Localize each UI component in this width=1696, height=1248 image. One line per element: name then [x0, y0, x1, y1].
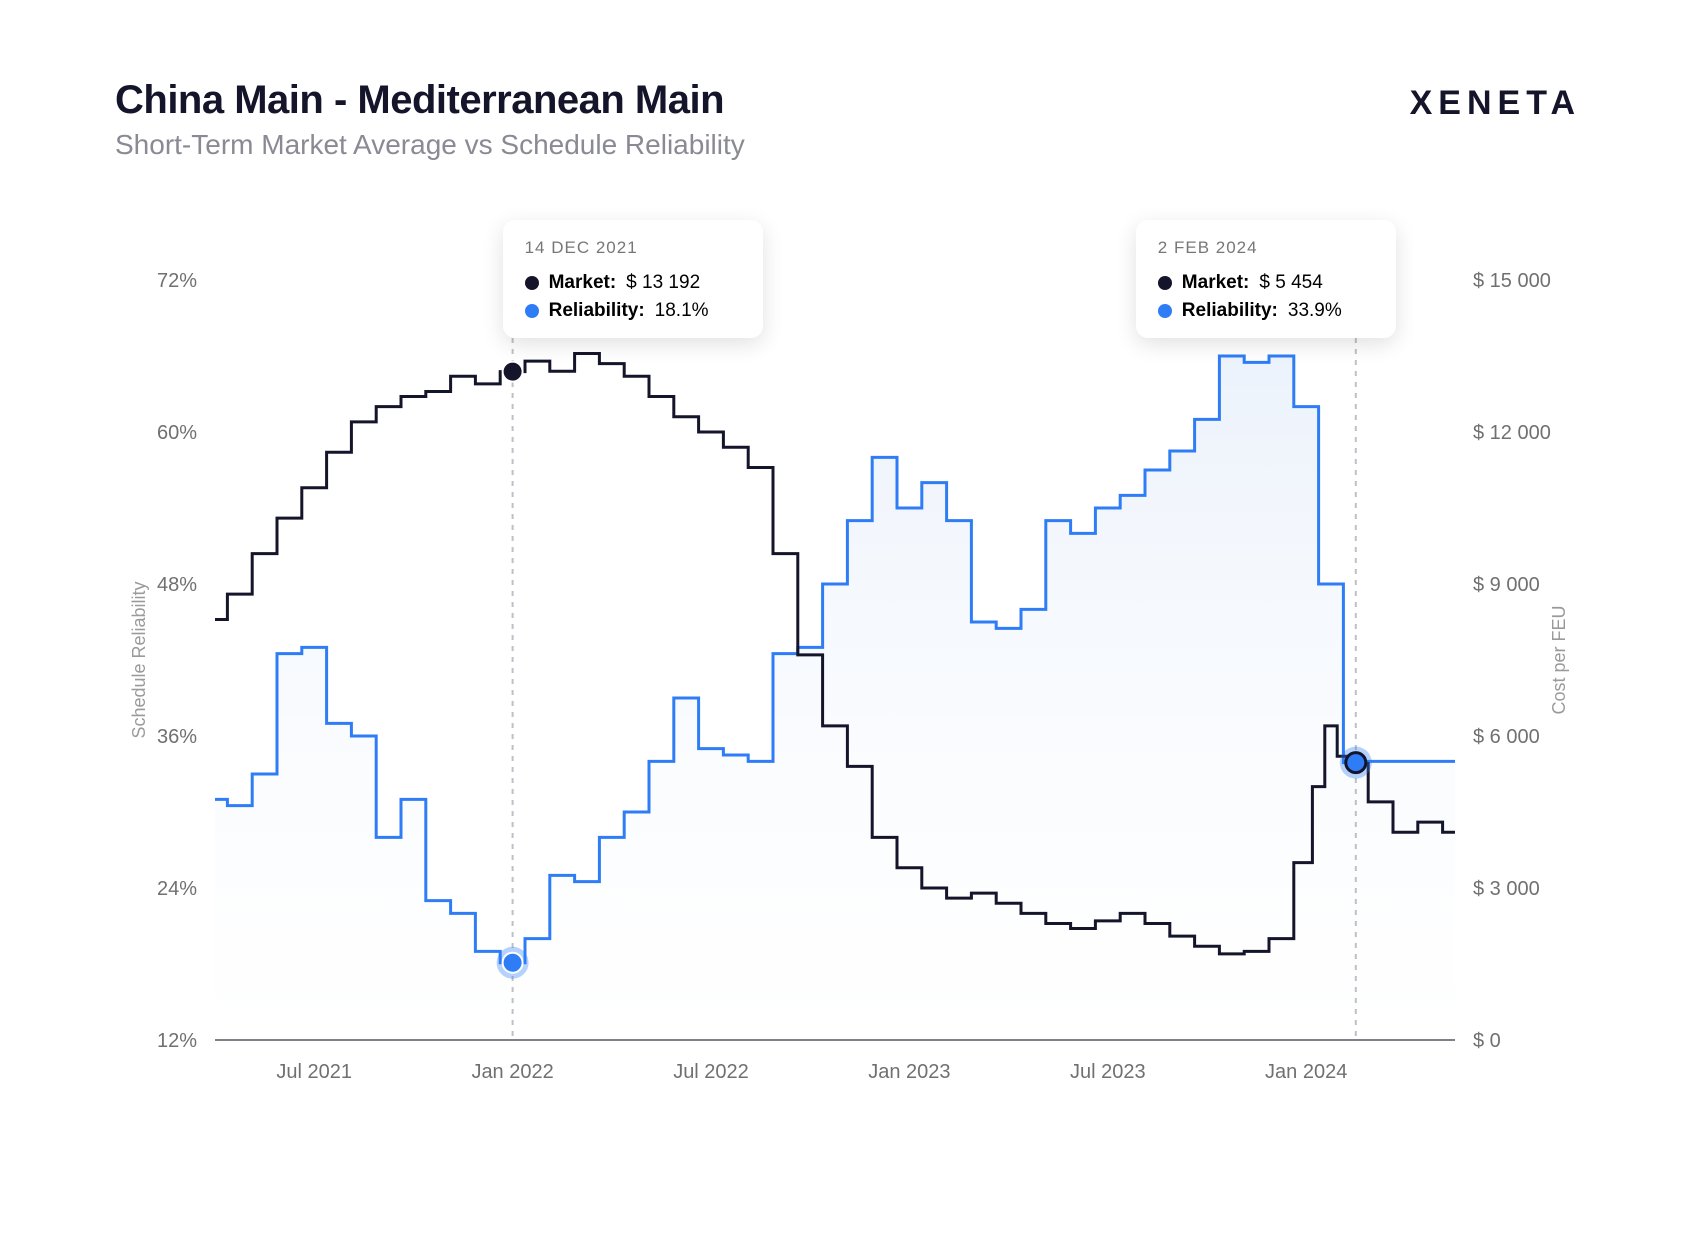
chart-subtitle: Short-Term Market Average vs Schedule Re… — [115, 129, 1581, 161]
page: China Main - Mediterranean Main Short-Te… — [0, 0, 1696, 1248]
dot-icon — [525, 276, 539, 290]
tooltip-callout: 14 DEC 2021 Market: $ 13 192 Reliability… — [503, 220, 763, 338]
tooltip-value: $ 13 192 — [626, 272, 700, 294]
dot-icon — [1158, 304, 1172, 318]
tooltip-label: Reliability: — [549, 300, 645, 322]
svg-text:$ 12 000: $ 12 000 — [1473, 422, 1551, 444]
svg-text:$ 0: $ 0 — [1473, 1030, 1501, 1052]
svg-text:12%: 12% — [157, 1030, 197, 1052]
tooltip-callout: 2 FEB 2024 Market: $ 5 454 Reliability: … — [1136, 220, 1396, 338]
svg-text:72%: 72% — [157, 270, 197, 292]
svg-text:24%: 24% — [157, 878, 197, 900]
svg-text:Schedule Reliability: Schedule Reliability — [129, 581, 149, 738]
svg-text:Jul 2021: Jul 2021 — [276, 1061, 352, 1083]
tooltip-row: Market: $ 13 192 — [525, 272, 741, 294]
svg-text:60%: 60% — [157, 422, 197, 444]
svg-text:Jan 2023: Jan 2023 — [868, 1061, 950, 1083]
tooltip-label: Reliability: — [1182, 300, 1278, 322]
tooltip-value: 18.1% — [655, 300, 709, 322]
tooltip-row: Reliability: 33.9% — [1158, 300, 1374, 322]
svg-text:Jan 2024: Jan 2024 — [1265, 1061, 1347, 1083]
svg-text:Jan 2022: Jan 2022 — [471, 1061, 553, 1083]
svg-text:$ 3 000: $ 3 000 — [1473, 878, 1540, 900]
chart-area: 12% 24% 36% 48% 60% 72% $ 0 $ 3 000 $ 6 000 $ 9 0… — [115, 240, 1581, 1128]
tooltip-value: 33.9% — [1288, 300, 1342, 322]
tooltip-value: $ 5 454 — [1259, 272, 1322, 294]
svg-text:48%: 48% — [157, 574, 197, 596]
svg-text:Jul 2022: Jul 2022 — [673, 1061, 749, 1083]
tooltip-label: Market: — [549, 272, 617, 294]
svg-text:36%: 36% — [157, 726, 197, 748]
svg-text:$ 6 000: $ 6 000 — [1473, 726, 1540, 748]
tooltip-row: Market: $ 5 454 — [1158, 272, 1374, 294]
header: China Main - Mediterranean Main Short-Te… — [115, 78, 1581, 161]
svg-text:$ 15 000: $ 15 000 — [1473, 270, 1551, 292]
svg-text:Cost per FEU: Cost per FEU — [1549, 605, 1569, 714]
chart-title: China Main - Mediterranean Main — [115, 78, 1581, 123]
dot-icon — [1158, 276, 1172, 290]
svg-text:Jul 2023: Jul 2023 — [1070, 1061, 1146, 1083]
tooltip-label: Market: — [1182, 272, 1250, 294]
tooltip-date: 2 FEB 2024 — [1158, 238, 1374, 258]
tooltip-row: Reliability: 18.1% — [525, 300, 741, 322]
brand-logo: XENETA — [1410, 84, 1581, 123]
svg-text:$ 9 000: $ 9 000 — [1473, 574, 1540, 596]
dot-icon — [525, 304, 539, 318]
tooltip-date: 14 DEC 2021 — [525, 238, 741, 258]
